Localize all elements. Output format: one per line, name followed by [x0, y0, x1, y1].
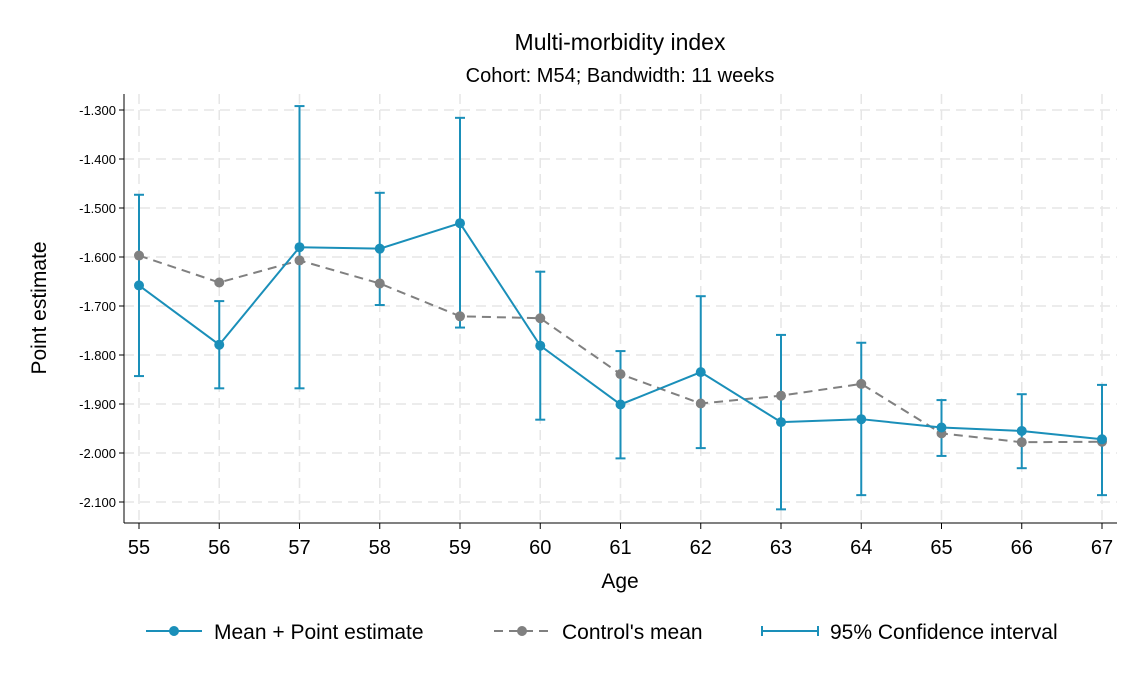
legend-label-confidence-interval: 95% Confidence interval — [830, 621, 1058, 644]
x-tick-label: 67 — [1091, 537, 1113, 559]
control-mean-point — [1016, 437, 1027, 448]
point-estimate-point — [1097, 434, 1107, 445]
legend-item-control-mean: Control's mean — [494, 621, 703, 644]
control-mean-point — [214, 277, 225, 288]
y-tick-label: -1.700 — [79, 299, 116, 314]
y-tick-label: -2.000 — [79, 446, 116, 461]
y-tick-label: -1.600 — [79, 250, 116, 265]
point-estimate-point — [856, 414, 867, 425]
legend-label-point-estimate: Mean + Point estimate — [214, 621, 424, 644]
y-tick-label: -1.500 — [79, 201, 116, 216]
point-estimate-point — [134, 280, 144, 291]
legend: Mean + Point estimate Control's mean 95%… — [146, 621, 1058, 644]
legend-label-control-mean: Control's mean — [562, 621, 703, 644]
legend-marker-point-estimate — [169, 626, 179, 636]
x-ticks: 55 56 57 58 59 60 61 62 63 64 65 66 67 — [128, 523, 1113, 559]
legend-item-point-estimate: Mean + Point estimate — [146, 621, 424, 644]
point-estimate-point — [455, 218, 465, 229]
control-mean-point — [776, 390, 786, 401]
y-tick-label: -1.300 — [79, 103, 116, 118]
y-axis-label: Point estimate — [28, 241, 51, 374]
x-tick-label: 62 — [690, 537, 712, 559]
x-tick-label: 59 — [449, 537, 471, 559]
point-estimate-point — [936, 422, 947, 433]
point-estimate-point — [615, 399, 626, 410]
y-ticks: -1.300 -1.400 -1.500 -1.600 -1.700 -1.800 -1.9… — [79, 103, 124, 510]
control-mean-point — [455, 311, 465, 322]
control-mean-point — [615, 369, 626, 380]
x-tick-label: 63 — [770, 537, 792, 559]
y-tick-label: -2.100 — [79, 495, 116, 510]
x-tick-label: 58 — [369, 537, 391, 559]
chart-subtitle: Cohort: M54; Bandwidth: 11 weeks — [466, 65, 775, 87]
legend-marker-control-mean — [517, 626, 527, 636]
control-mean-point — [294, 255, 305, 266]
control-mean-point — [695, 398, 706, 409]
point-estimate-point — [1016, 425, 1027, 436]
point-estimate-point — [535, 340, 546, 351]
x-tick-label: 60 — [529, 537, 551, 559]
point-estimate-point — [374, 243, 385, 254]
chart-title: Multi-morbidity index — [515, 29, 726, 55]
x-tick-label: 66 — [1011, 537, 1033, 559]
x-tick-label: 56 — [208, 537, 230, 559]
point-estimate-point — [294, 242, 305, 253]
x-axis-label: Age — [601, 570, 638, 593]
x-tick-label: 64 — [850, 537, 872, 559]
x-tick-label: 55 — [128, 537, 150, 559]
x-tick-label: 61 — [609, 537, 631, 559]
point-estimate-point — [695, 367, 706, 378]
y-tick-label: -1.900 — [79, 397, 116, 412]
y-tick-label: -1.800 — [79, 348, 116, 363]
x-tick-label: 65 — [930, 537, 952, 559]
control-mean-point — [374, 278, 385, 289]
point-estimate-point — [776, 417, 786, 428]
legend-item-confidence-interval: 95% Confidence interval — [761, 621, 1058, 644]
control-mean-point — [535, 313, 546, 324]
y-tick-label: -1.400 — [79, 152, 116, 167]
series-lines — [134, 218, 1107, 448]
point-estimate-point — [214, 339, 225, 350]
control-mean-point — [856, 378, 867, 389]
x-tick-label: 57 — [288, 537, 310, 559]
control-mean-point — [134, 250, 144, 261]
